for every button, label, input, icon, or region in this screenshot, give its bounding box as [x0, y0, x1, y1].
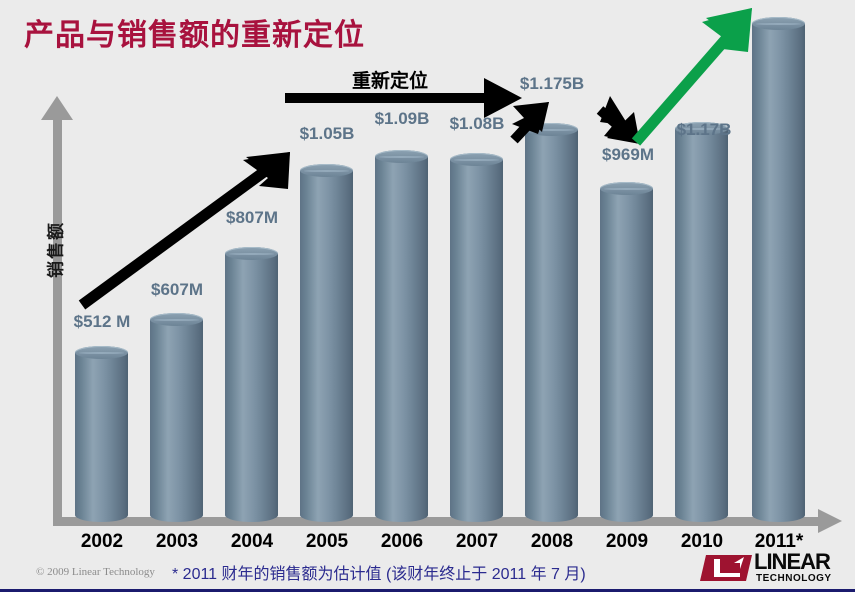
- bar-top-2003: [150, 313, 203, 326]
- x-tick-2002: 2002: [80, 531, 124, 552]
- bar-value-2006: $1.09B: [374, 109, 430, 128]
- lt-mark-icon: [700, 555, 752, 581]
- bar-value-2007: $1.08B: [449, 114, 505, 133]
- footnote-text: * 2011 财年的销售额为估计值 (该财年终止于 2011 年 7 月): [172, 566, 586, 583]
- page-title: 产品与销售额的重新定位: [24, 19, 365, 52]
- bar-top-2004: [225, 247, 278, 260]
- reposition-annotation-label: 重新定位: [352, 71, 429, 92]
- bar-2010: [675, 122, 728, 522]
- x-tick-2009: 2009: [605, 531, 649, 552]
- x-tick-2010: 2010: [680, 531, 724, 552]
- bar-2004: [225, 247, 278, 522]
- bar-value-2002: $512 M: [73, 312, 131, 331]
- x-tick-2007: 2007: [455, 531, 499, 552]
- bar-2009: [600, 182, 653, 522]
- y-axis: [53, 118, 62, 526]
- logo-subtext: TECHNOLOGY: [756, 573, 832, 584]
- bar-2008: [525, 123, 578, 522]
- bar-2003: [150, 313, 203, 522]
- y-axis-label: 销售额: [46, 221, 66, 278]
- x-axis-arrow-icon: [818, 509, 842, 533]
- bar-top-2005: [300, 164, 353, 177]
- x-tick-2011: 2011*: [754, 531, 804, 552]
- bar-2002: [75, 346, 128, 522]
- decline-arrow-icon: [596, 96, 640, 144]
- bar-top-2006: [375, 150, 428, 163]
- bar-value-2004: $807M: [226, 208, 278, 227]
- bar-value-2003: $607M: [151, 280, 203, 299]
- x-tick-2003: 2003: [155, 531, 199, 552]
- x-tick-2004: 2004: [230, 531, 274, 552]
- bar-top-2002: [75, 346, 128, 359]
- bar-top-2009: [600, 182, 653, 195]
- bar-top-2008: [525, 123, 578, 136]
- bar-value-2008: $1.175B: [519, 74, 585, 93]
- y-axis-arrow-icon: [41, 96, 73, 120]
- x-tick-2006: 2006: [380, 531, 424, 552]
- x-axis: [53, 517, 823, 526]
- bar-top-2007: [450, 153, 503, 166]
- x-tick-2005: 2005: [305, 531, 349, 552]
- logo-wordmark: LINEAR: [754, 549, 831, 574]
- x-tick-2008: 2008: [530, 531, 574, 552]
- bar-value-2010: $1.17B: [676, 120, 732, 139]
- bar-top-2011: [752, 17, 805, 30]
- bar-value-2005: $1.05B: [299, 124, 355, 143]
- copyright-text: © 2009 Linear Technology: [36, 566, 155, 578]
- bar-2011: [752, 17, 805, 522]
- bar-2006: [375, 150, 428, 522]
- bar-value-2009: $969M: [602, 145, 654, 164]
- bar-2007: [450, 153, 503, 522]
- bar-2005: [300, 164, 353, 522]
- linear-technology-logo: LINEAR TECHNOLOGY: [700, 549, 850, 589]
